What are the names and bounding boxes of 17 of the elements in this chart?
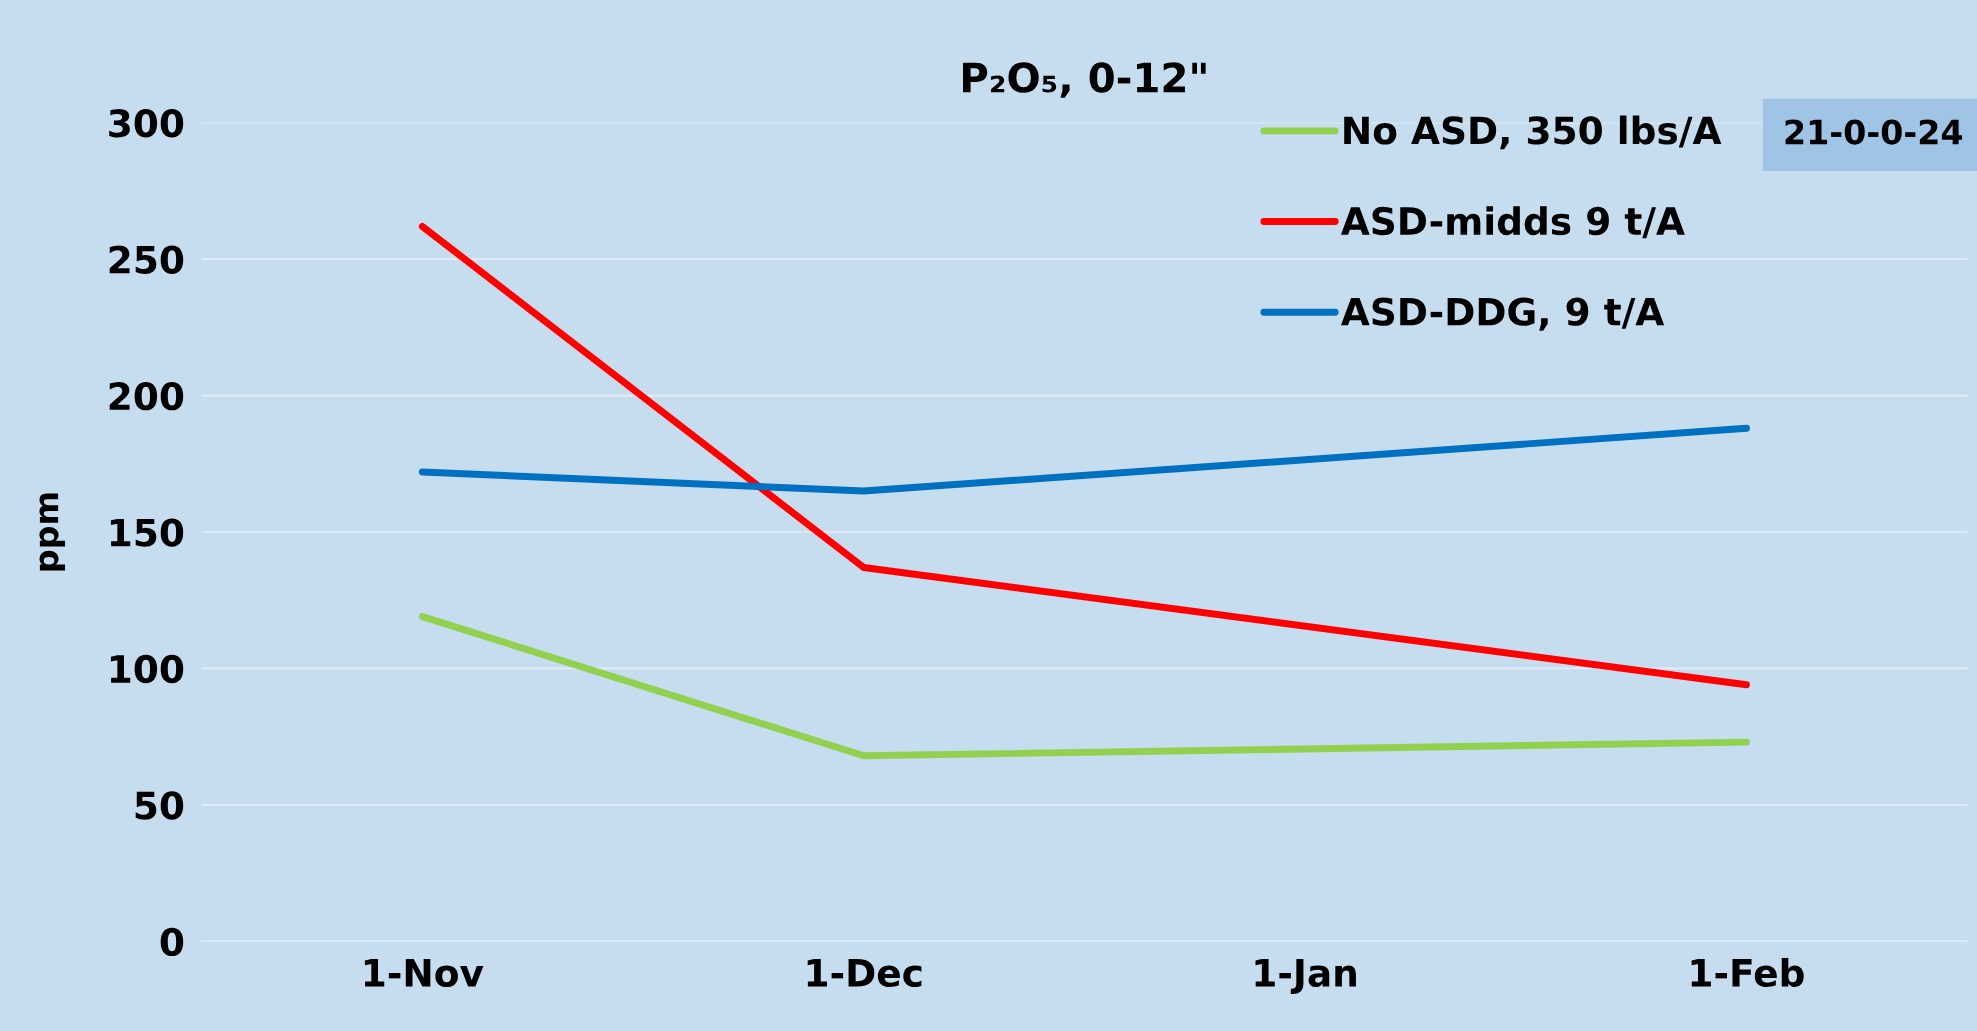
x-tick-label: 1-Nov	[364, 959, 484, 987]
x-tick-label: 1-Dec	[807, 959, 922, 987]
legend-label: ASD-DDG, 9 t/A	[1340, 297, 1665, 331]
legend-label: No ASD, 350 lbs/A	[1344, 115, 1722, 150]
y-tick-label: 300	[109, 109, 184, 138]
legend-label: ASD-midds 9 t/A	[1340, 206, 1685, 239]
y-tick-label: 150	[110, 518, 184, 547]
y-tick-label: 250	[109, 245, 184, 274]
y-tick-label: 50	[135, 791, 184, 820]
y-tick-label: 200	[109, 381, 184, 411]
y-tick-label: 100	[110, 654, 184, 684]
chart-title: P₂O₅, 0-12"	[963, 62, 1206, 98]
annotation: 21-0-0-24	[1785, 119, 1963, 145]
y-tick-label: 0	[160, 927, 184, 957]
x-tick-label: 1-Jan	[1255, 959, 1356, 994]
y-axis-title: ppm	[39, 493, 66, 571]
x-tick-label: 1-Feb	[1691, 957, 1804, 987]
